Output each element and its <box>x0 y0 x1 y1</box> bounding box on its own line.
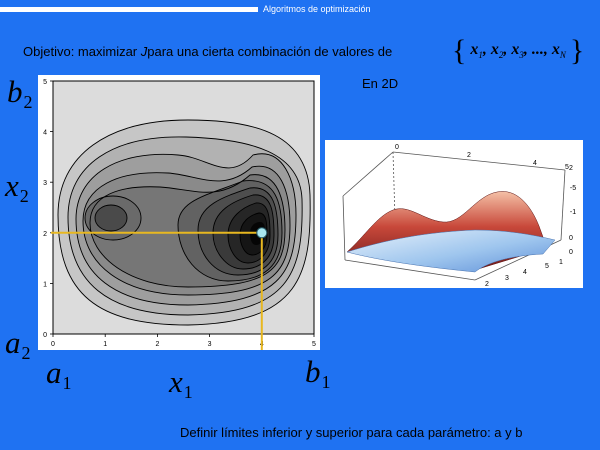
surface-bottom-tick: 4 <box>523 269 527 276</box>
x-tick-label: 0 <box>51 341 55 348</box>
label-b1-letter: b <box>305 354 321 389</box>
set-var-sub: N <box>559 50 566 61</box>
label-b1-sub: 1 <box>321 372 331 392</box>
surface-bottom-tick: 3 <box>505 275 509 282</box>
contour-plot: 012345012345 <box>38 75 320 350</box>
contour-ticks: 012345012345 <box>43 79 316 348</box>
set-var-sub: 2 <box>498 50 504 61</box>
objective-text-before: Objetivo: maximizar <box>23 44 141 59</box>
y-tick-label: 0 <box>43 332 47 339</box>
label-a2: a2 <box>5 327 31 362</box>
surface-bottom-tick: 1 <box>559 259 563 266</box>
label-b1: b1 <box>305 356 331 391</box>
label-a2-sub: 2 <box>21 343 31 363</box>
surface-top-tick: 4 <box>533 160 537 167</box>
set-var: x <box>470 41 479 59</box>
x-tick-label: 1 <box>103 341 107 348</box>
header-bar <box>0 7 258 12</box>
label-x2-sub: 2 <box>19 186 29 206</box>
y-tick-label: 2 <box>43 231 47 238</box>
en-2d-label: En 2D <box>362 76 399 91</box>
header-title: Algoritmos de optimización <box>263 4 371 14</box>
label-x2: x2 <box>5 170 29 205</box>
x-tick-label: 2 <box>155 341 159 348</box>
set-var: x <box>551 41 560 59</box>
surface-side-tick: -1 <box>570 209 576 216</box>
objective-function-name: J <box>140 44 148 59</box>
label-a1: a1 <box>46 357 72 392</box>
objective-text: Objetivo: maximizar Jpara una cierta com… <box>23 44 392 59</box>
set-var: x <box>490 41 499 59</box>
surface-side-tick: 2 <box>569 165 573 172</box>
label-a1-letter: a <box>46 355 62 390</box>
objective-text-after: para una cierta combinación de valores d… <box>147 44 393 59</box>
contour-lines <box>57 119 311 326</box>
variable-set: { x1, x2, x3, ..., xN } <box>452 34 584 68</box>
x-tick-label: 3 <box>208 341 212 348</box>
contour-plot-frame <box>52 80 315 335</box>
optimum-point <box>256 227 268 239</box>
set-variables: x1, x2, x3, ..., xN <box>470 41 566 61</box>
label-x1: x1 <box>169 366 193 401</box>
surface-top-tick: 0 <box>395 144 399 151</box>
label-x1-letter: x <box>169 364 183 399</box>
set-var-sub: 1 <box>478 50 483 61</box>
surface-top-tick: 5 <box>565 164 569 171</box>
y-tick-label: 3 <box>43 180 47 187</box>
label-x2-letter: x <box>5 168 19 203</box>
label-b2: b2 <box>7 76 33 111</box>
label-x1-sub: 1 <box>183 382 193 402</box>
label-a2-letter: a <box>5 325 21 360</box>
label-a1-sub: 1 <box>62 373 72 393</box>
x-tick-label: 5 <box>312 341 316 348</box>
label-b2-letter: b <box>7 74 23 109</box>
surface-bottom-tick: 2 <box>485 281 489 288</box>
surface-base-area <box>346 229 556 273</box>
surface-top-tick: 2 <box>467 152 471 159</box>
y-tick-label: 4 <box>43 130 47 137</box>
set-close-brace: } <box>569 34 585 67</box>
y-tick-label: 1 <box>43 281 47 288</box>
set-var: x <box>511 41 520 59</box>
set-var-sub: 3 <box>519 50 524 61</box>
contour-fill <box>53 81 314 334</box>
optimum-marker <box>51 227 268 350</box>
surface-bottom-tick: 0 <box>569 249 573 256</box>
footer-note: Definir límites inferior y superior para… <box>180 425 523 440</box>
surface-side-tick: -5 <box>570 185 576 192</box>
set-ellipsis: ... <box>531 41 544 59</box>
surface-bottom-tick: 5 <box>545 263 549 270</box>
surface-side-tick: 0 <box>569 235 573 242</box>
set-open-brace: { <box>452 34 467 67</box>
y-tick-label: 5 <box>43 79 47 86</box>
label-b2-sub: 2 <box>23 92 33 112</box>
